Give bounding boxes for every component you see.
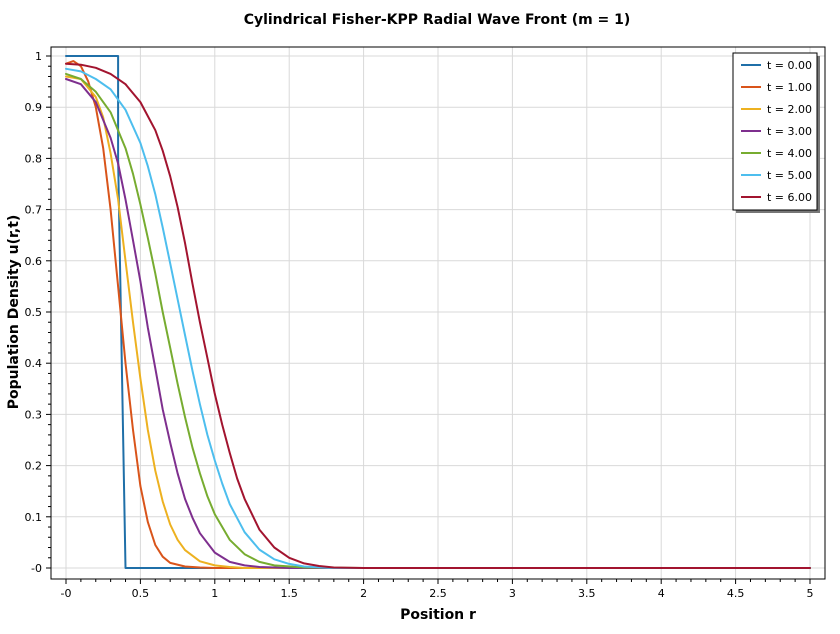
x-tick-label: -0 [61,587,72,600]
y-tick-label: 0.1 [25,511,43,524]
legend-label-6: t = 6.00 [767,191,812,204]
y-tick-label: 0.7 [25,204,43,217]
y-tick-label: 0.8 [25,152,43,165]
x-tick-label: 0.5 [132,587,150,600]
series-line-4 [65,72,811,569]
x-tick-label: 3 [509,587,516,600]
y-axis-label: Population Density u(r,t) [6,215,22,410]
x-tick-label: 3.5 [578,587,596,600]
grid [51,47,825,579]
series-lines [65,55,811,569]
series-line-5 [65,67,811,569]
x-tick-label: 2 [360,587,367,600]
legend-label-5: t = 5.00 [767,169,812,182]
legend-label-1: t = 1.00 [767,81,812,94]
x-axis-label: Position r [400,607,476,623]
y-tick-label: 0.6 [25,255,43,268]
legend-box [732,52,818,211]
legend: t = 0.00 t = 1.00 t = 2.00 t = 3.00 t = 4.00… [732,52,820,213]
y-tick-label: 0.3 [25,408,43,421]
x-axis: -0 0.5 1 1.5 2 2.5 3 3.5 4 4.5 5 [61,579,814,600]
x-tick-label: 1.5 [280,587,298,600]
x-tick-label: 4 [658,587,665,600]
y-tick-label: -0 [31,562,42,575]
x-tick-label: 2.5 [429,587,447,600]
y-tick-label: 0.4 [25,357,43,370]
x-tick-label: 1 [211,587,218,600]
series-line-3 [65,78,811,569]
legend-label-4: t = 4.00 [767,147,812,160]
series-line-2 [65,75,811,569]
legend-label-2: t = 2.00 [767,103,812,116]
y-axis: -0 0.1 0.2 0.3 0.4 0.5 0.6 0.7 0.8 0.9 1 [25,50,51,575]
legend-label-0: t = 0.00 [767,59,812,72]
y-tick-label: 1 [35,50,42,63]
y-tick-label: 0.2 [25,460,43,473]
legend-label-3: t = 3.00 [767,125,812,138]
series-line-6 [65,62,811,569]
y-tick-label: 0.5 [25,306,43,319]
x-tick-label: 5 [807,587,814,600]
y-tick-label: 0.9 [25,101,43,114]
x-tick-label: 4.5 [727,587,745,600]
chart-title: Cylindrical Fisher-KPP Radial Wave Front… [244,12,631,28]
